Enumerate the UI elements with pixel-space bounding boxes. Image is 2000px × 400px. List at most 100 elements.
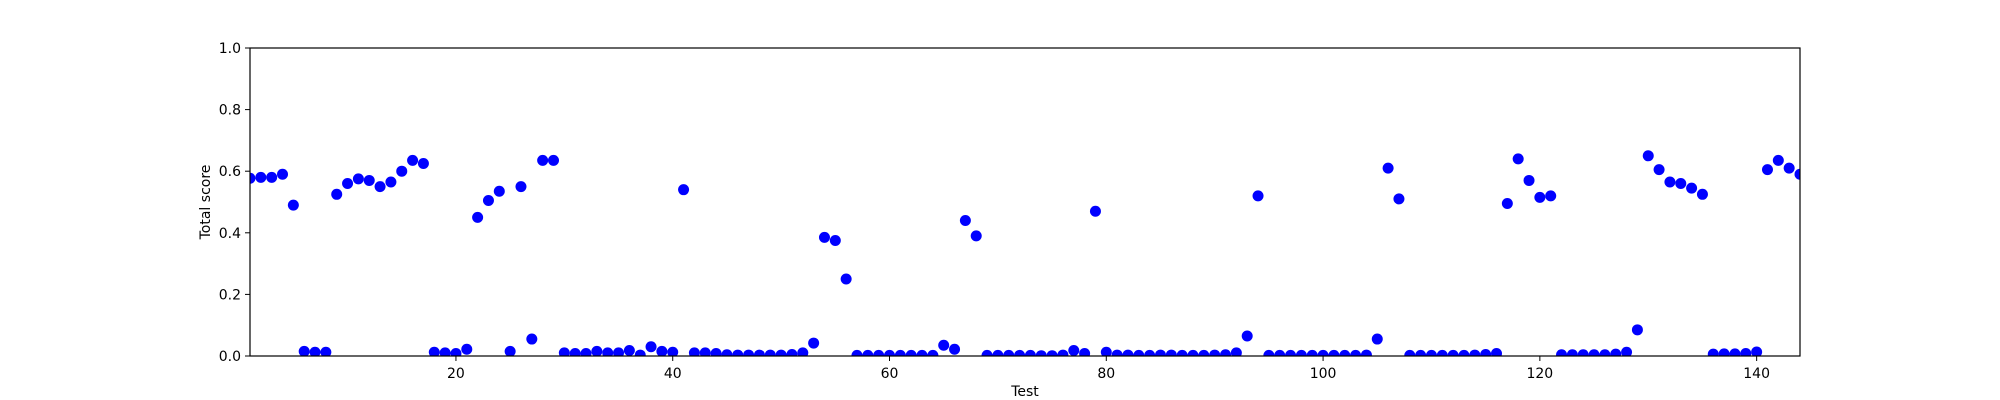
point [1371, 333, 1383, 345]
point [1534, 191, 1546, 203]
point [472, 211, 484, 223]
plot-frame [249, 47, 1801, 357]
point [1480, 348, 1492, 356]
plot-points [250, 150, 1800, 356]
point [461, 343, 473, 355]
x-tick-label: 60 [881, 366, 899, 382]
point [1350, 349, 1362, 356]
point [981, 349, 993, 356]
point [255, 171, 267, 183]
point [1729, 348, 1741, 356]
point [1404, 349, 1416, 356]
point [1501, 198, 1513, 210]
point [1566, 349, 1578, 356]
point [1154, 349, 1166, 356]
point [1035, 350, 1047, 356]
point [623, 344, 635, 356]
point [667, 346, 679, 356]
point [482, 194, 494, 206]
point [1556, 349, 1568, 356]
point [613, 347, 625, 356]
point [450, 348, 462, 356]
point [678, 184, 690, 196]
point [1360, 349, 1372, 356]
point [1328, 349, 1340, 356]
y-tick-label: 0.0 [219, 349, 241, 365]
point [1718, 348, 1730, 356]
point [1707, 348, 1719, 356]
point [970, 230, 982, 242]
point [1198, 349, 1210, 356]
point [1761, 164, 1773, 176]
point [1794, 168, 1800, 180]
x-axis-label: Test [1010, 384, 1039, 400]
point [884, 349, 896, 356]
point [1100, 346, 1112, 356]
point [1610, 348, 1622, 356]
point [1003, 349, 1015, 356]
point [808, 337, 820, 349]
point [1696, 188, 1708, 200]
point [992, 349, 1004, 356]
point [753, 349, 765, 356]
point [591, 345, 603, 356]
point [526, 333, 538, 345]
point [1079, 348, 1091, 356]
point [396, 165, 408, 177]
y-tick-label: 0.6 [219, 164, 241, 180]
point [1664, 176, 1676, 188]
point [250, 172, 256, 184]
y-tick-label: 0.8 [219, 103, 241, 119]
point [829, 235, 841, 246]
point [645, 341, 657, 353]
point [634, 349, 646, 356]
y-axis-label: Total score [198, 165, 214, 241]
point [1209, 349, 1221, 356]
point [1577, 349, 1589, 356]
point [1491, 348, 1503, 356]
point [1014, 349, 1026, 356]
point [331, 188, 343, 200]
point [1339, 349, 1351, 356]
point [1274, 349, 1286, 356]
point [1393, 193, 1405, 205]
point [1425, 349, 1437, 356]
point [580, 348, 592, 356]
point [342, 178, 354, 190]
point [1089, 205, 1101, 217]
point [407, 154, 419, 166]
point [1176, 349, 1188, 356]
point [1263, 349, 1275, 356]
point [363, 174, 375, 186]
point [1686, 182, 1698, 194]
point [287, 199, 299, 211]
point [699, 347, 711, 356]
point [1447, 349, 1459, 356]
point [1783, 162, 1795, 174]
x-tick-label: 120 [1526, 366, 1553, 382]
point [1165, 349, 1177, 356]
y-tick-label: 0.2 [219, 287, 241, 303]
point [851, 349, 863, 356]
point [439, 347, 451, 356]
x-tick-label: 40 [664, 366, 682, 382]
point [688, 347, 700, 356]
point [1382, 162, 1394, 174]
point [1057, 349, 1069, 356]
point [515, 181, 527, 193]
point [905, 349, 917, 356]
point [1631, 324, 1643, 336]
point [1285, 349, 1297, 356]
point [1230, 347, 1242, 356]
point [504, 345, 516, 356]
point [1252, 190, 1264, 202]
point [840, 273, 852, 285]
point [818, 231, 830, 243]
y-tick-label: 0.4 [219, 226, 241, 242]
point [1306, 349, 1318, 356]
point [1458, 349, 1470, 356]
point [710, 348, 722, 356]
point [1068, 344, 1080, 356]
point [352, 173, 364, 185]
